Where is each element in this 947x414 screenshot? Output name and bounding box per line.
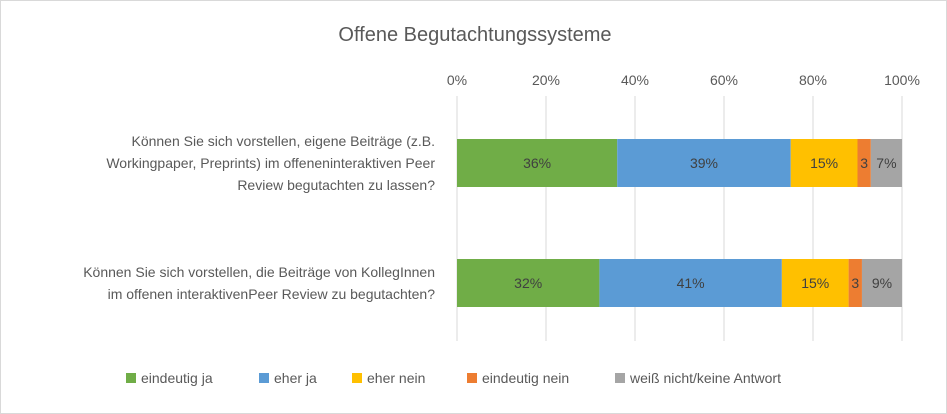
bar-segment [861,259,902,307]
x-tick-label: 40% [621,72,649,88]
category-label-line: im offenen interaktivenPeer Review zu be… [108,286,436,302]
bar-segment [857,139,871,187]
category-label: Können Sie sich vorstellen, eigene Beitr… [106,133,435,193]
category-label-line: Können Sie sich vorstellen, die Beiträge… [83,264,435,280]
data-label: 41% [677,275,705,291]
data-label: 36% [523,155,551,171]
x-tick-label: 100% [884,72,920,88]
x-tick-label: 20% [532,72,560,88]
data-label: 7% [876,155,896,171]
data-label: 39% [690,155,718,171]
category-label: Können Sie sich vorstellen, die Beiträge… [83,264,435,302]
bar-segment [617,139,791,187]
bars [457,139,902,307]
category-label-line: Workingpaper, Preprints) im offeneninter… [106,155,435,171]
legend-swatch [259,373,269,383]
bar-segment [781,259,849,307]
legend-label: eindeutig ja [141,370,213,386]
legend: eindeutig ja eher ja eher nein eindeutig ne… [126,370,781,386]
legend-swatch [467,373,477,383]
legend-swatch [615,373,625,383]
data-label: 3 [851,275,859,291]
bar-segment [599,259,782,307]
legend-label: eher ja [274,370,317,386]
bar-segment [457,259,600,307]
legend-swatch [126,373,136,383]
legend-label: eher nein [367,370,425,386]
data-label: 15% [810,155,838,171]
data-label: 9% [872,275,892,291]
data-labels: 36% 39% 15% 3 7%32% 41% 15% 3 9% [514,155,896,291]
bar-segment [870,139,902,187]
category-label-line: Können Sie sich vorstellen, eigene Beitr… [131,133,435,149]
x-tick-label: 0% [447,72,467,88]
bar-segment [790,139,858,187]
category-labels: Können Sie sich vorstellen, eigene Beitr… [83,133,435,302]
bar-segment [848,259,862,307]
x-tick-label: 60% [710,72,738,88]
category-label-line: Review begutachten zu lassen? [237,177,435,193]
data-label: 15% [801,275,829,291]
chart-title: Offene Begutachtungssysteme [338,24,611,46]
legend-label: weiß nicht/keine Antwort [629,370,781,386]
x-axis-ticks: 0% 20% 40% 60% 80% 100% [447,72,920,88]
legend-label: eindeutig nein [482,370,569,386]
bar-segment [457,139,618,187]
x-tick-label: 80% [799,72,827,88]
data-label: 32% [514,275,542,291]
legend-swatch [352,373,362,383]
data-label: 3 [860,155,868,171]
